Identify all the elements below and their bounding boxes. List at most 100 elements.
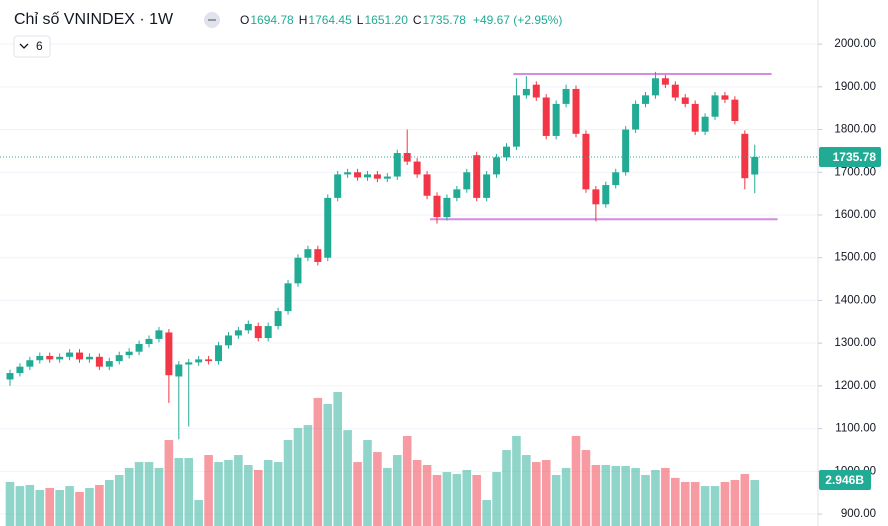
candle-body	[661, 78, 669, 85]
candle-body	[294, 257, 302, 284]
candle-body	[284, 283, 292, 312]
volume-bar	[244, 465, 253, 526]
candle-body	[215, 345, 223, 362]
candle-body	[642, 95, 650, 104]
candle-body	[105, 361, 113, 367]
volume-bar	[432, 474, 442, 526]
volume-bar	[661, 467, 670, 526]
legend-value: 1735.78	[423, 13, 467, 27]
y-tick-label: 2000.00	[834, 38, 876, 50]
volume-bar	[452, 474, 462, 526]
candle-body	[552, 103, 560, 136]
volume-bar	[105, 479, 114, 526]
volume-bar	[392, 455, 402, 526]
volume-bar	[263, 460, 273, 526]
candle-body	[185, 362, 193, 365]
volume-bar	[85, 487, 94, 526]
volume-bar	[541, 460, 551, 526]
volume-bar	[363, 440, 372, 526]
candle-body	[602, 185, 610, 205]
volume-bar	[45, 487, 55, 526]
last-price-tag	[819, 146, 881, 167]
volume-bar	[730, 479, 740, 526]
candle-body	[413, 161, 421, 175]
candle-body	[393, 153, 401, 177]
volume-bar	[174, 457, 184, 526]
candle-body	[463, 172, 471, 190]
candle-body	[612, 172, 620, 186]
volume-bar	[621, 465, 630, 526]
candle-body	[6, 373, 14, 380]
candle-body	[622, 129, 630, 173]
candle-body	[443, 197, 451, 218]
candle-body	[165, 332, 173, 376]
candle-body	[244, 323, 252, 331]
candle-body	[274, 311, 282, 327]
y-tick-label: 900.00	[841, 508, 876, 520]
candle-body	[691, 103, 699, 132]
volume-bar	[720, 482, 730, 526]
volume-bar	[303, 425, 313, 526]
candle-body	[701, 116, 709, 132]
candle-body	[562, 88, 570, 104]
volume-bar	[234, 455, 243, 526]
candle-body	[592, 189, 600, 205]
candle-body	[433, 195, 441, 218]
candle-body	[532, 84, 540, 98]
candle-body	[304, 249, 312, 258]
volume-bar	[184, 457, 194, 526]
legend-key: L	[357, 13, 364, 27]
candle-body	[66, 352, 74, 357]
volume-bar	[273, 462, 283, 526]
y-tick-label: 1700.00	[834, 166, 876, 178]
candle-body	[493, 157, 501, 175]
candle-body	[731, 99, 739, 121]
candle-body	[512, 95, 520, 147]
volume-bar	[422, 465, 432, 526]
candle-body	[741, 133, 749, 179]
volume-bar	[313, 397, 323, 526]
volume-pane	[5, 392, 760, 526]
volume-bar	[383, 467, 392, 526]
volume-bar	[144, 462, 154, 526]
chart-title: Chỉ số VNINDEX · 1W	[14, 11, 174, 28]
candle-body	[671, 84, 679, 98]
volume-bar	[293, 428, 303, 526]
candle-body	[125, 351, 133, 356]
legend-value: 1694.78	[250, 13, 294, 27]
indicator-toggle[interactable]	[13, 35, 51, 58]
indicator-count: 6	[36, 39, 43, 53]
candle-body	[473, 155, 481, 198]
candle-body	[582, 133, 590, 190]
volume-bar	[551, 474, 561, 526]
y-tick-label: 1600.00	[834, 209, 876, 221]
volume-bar	[65, 486, 74, 526]
candle-body	[95, 356, 103, 367]
y-tick-label: 1900.00	[834, 81, 876, 93]
candle-body	[76, 352, 84, 360]
volume-bar	[402, 435, 412, 526]
candle-body	[26, 360, 34, 367]
candle-body	[85, 356, 93, 360]
candle-body	[46, 355, 54, 360]
volume-bar	[25, 484, 35, 526]
volume-bar	[651, 469, 660, 526]
volume-bar	[601, 465, 611, 526]
candle-body	[383, 176, 391, 179]
candle-body	[224, 335, 232, 346]
legend-key: O	[240, 13, 249, 27]
candles	[0, 71, 818, 440]
volume-bar	[15, 486, 25, 526]
volume-bar	[502, 450, 511, 526]
chevron	[19, 43, 29, 49]
candle-body	[721, 95, 729, 100]
candle-body	[205, 359, 213, 362]
last-price-label: 1735.78	[833, 150, 877, 164]
volume-bar	[373, 452, 382, 526]
volume-bar	[750, 480, 760, 526]
candle-body	[453, 189, 461, 198]
volume-bar	[343, 430, 352, 526]
volume-bar	[472, 474, 482, 526]
candle-body	[522, 88, 530, 96]
